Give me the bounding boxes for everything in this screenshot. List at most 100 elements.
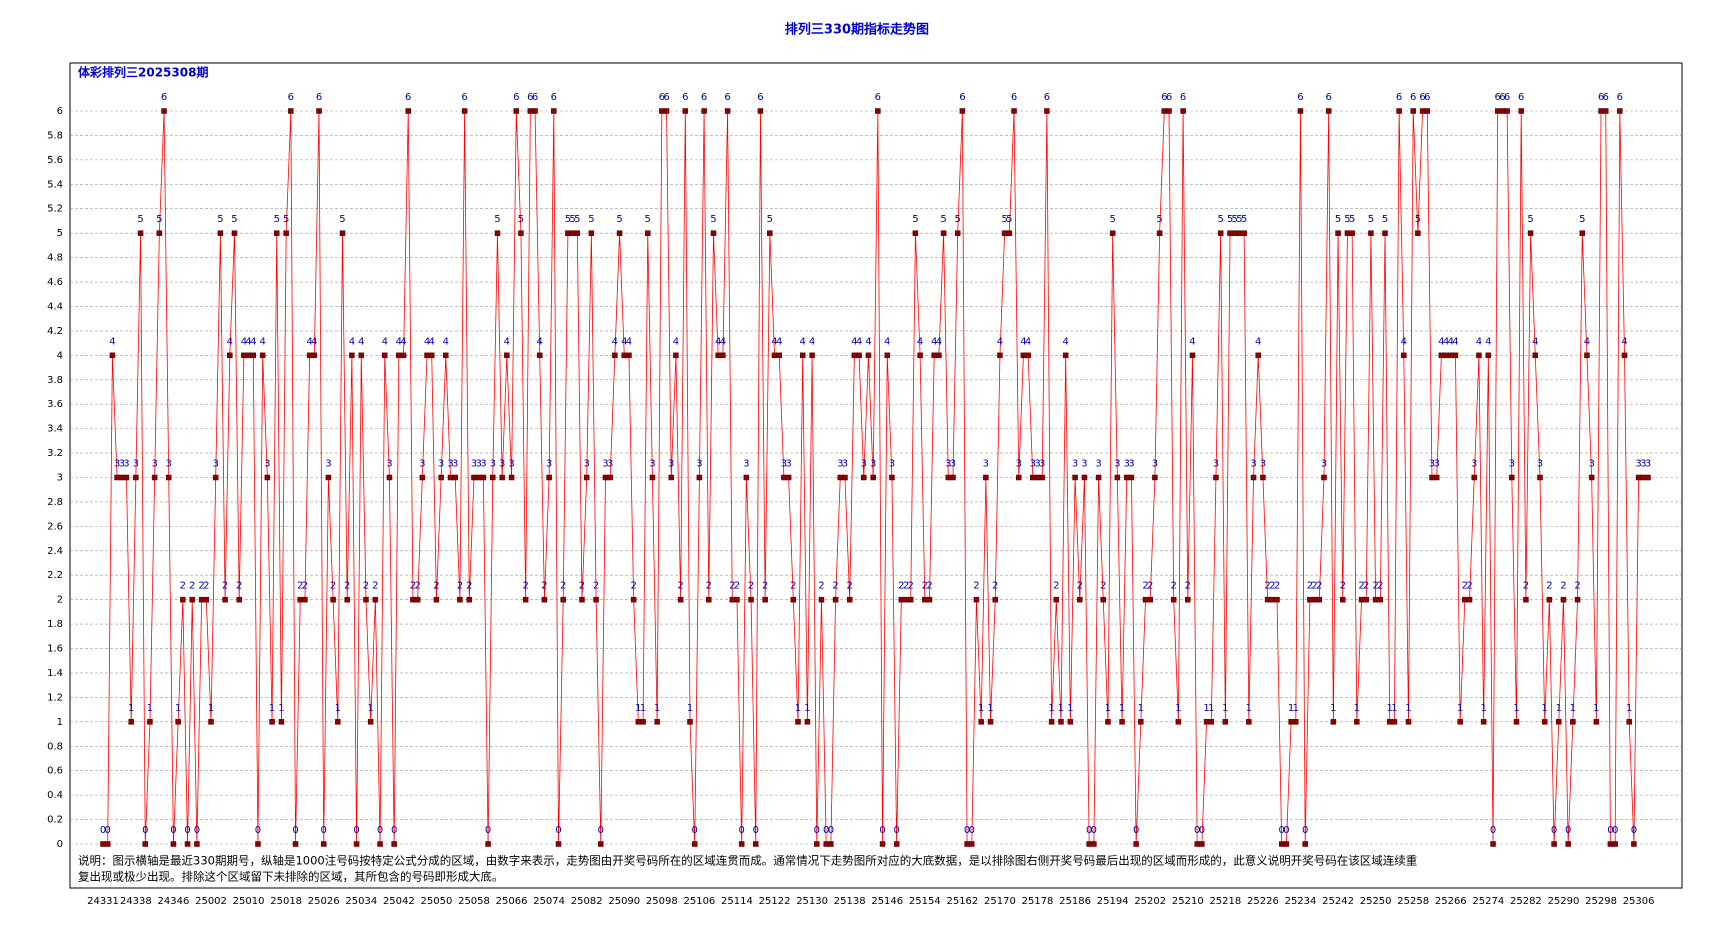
value-label: 2 bbox=[762, 581, 768, 592]
point bbox=[546, 474, 552, 481]
value-label: 5 bbox=[137, 214, 143, 225]
value-label: 2 bbox=[203, 581, 209, 592]
point bbox=[231, 230, 238, 236]
plot-frame bbox=[69, 62, 1683, 889]
point bbox=[1504, 108, 1510, 114]
value-label: 2 bbox=[1185, 581, 1191, 592]
point bbox=[1527, 230, 1534, 236]
x-tick-label: 25202 bbox=[1134, 896, 1166, 907]
value-label: 4 bbox=[771, 336, 777, 347]
point bbox=[1147, 596, 1153, 603]
value-label: 0 bbox=[1565, 825, 1571, 836]
value-label: 3 bbox=[1250, 459, 1256, 470]
point bbox=[922, 596, 928, 603]
point bbox=[1363, 596, 1369, 603]
point bbox=[959, 108, 966, 114]
point bbox=[917, 352, 923, 359]
point bbox=[1377, 596, 1384, 603]
value-label: 4 bbox=[537, 336, 543, 347]
point bbox=[1584, 352, 1590, 359]
point bbox=[490, 474, 496, 481]
value-label: 3 bbox=[114, 459, 120, 470]
value-label: 4 bbox=[1476, 336, 1482, 347]
value-label: 2 bbox=[1264, 581, 1270, 592]
value-label: 5 bbox=[1217, 214, 1223, 225]
point bbox=[1180, 108, 1186, 114]
value-label: 1 bbox=[635, 703, 641, 714]
value-label: 5 bbox=[1579, 214, 1585, 225]
point bbox=[954, 230, 961, 236]
point bbox=[936, 352, 942, 359]
point bbox=[1433, 474, 1440, 481]
value-label: 3 bbox=[213, 459, 219, 470]
value-label: 1 bbox=[269, 703, 275, 714]
value-label: 1 bbox=[1626, 703, 1632, 714]
value-label: 5 bbox=[1001, 214, 1007, 225]
value-label: 1 bbox=[278, 703, 284, 714]
point bbox=[189, 596, 195, 603]
value-label: 1 bbox=[1391, 703, 1397, 714]
point bbox=[950, 474, 956, 481]
point bbox=[710, 230, 717, 236]
point bbox=[1311, 596, 1318, 603]
value-label: 5 bbox=[274, 214, 280, 225]
point bbox=[1058, 719, 1064, 725]
point bbox=[1109, 230, 1116, 236]
value-label: 0 bbox=[969, 825, 975, 836]
x-tick-label: 25178 bbox=[1022, 896, 1054, 907]
value-label: 1 bbox=[978, 703, 984, 714]
point bbox=[1513, 719, 1520, 725]
point bbox=[104, 841, 111, 847]
point bbox=[1635, 474, 1642, 481]
point bbox=[659, 108, 665, 114]
point bbox=[499, 474, 505, 481]
point bbox=[1546, 596, 1553, 603]
point bbox=[814, 841, 820, 847]
value-label: 2 bbox=[1307, 581, 1313, 592]
point bbox=[1429, 474, 1435, 481]
point bbox=[475, 474, 482, 481]
point bbox=[1396, 108, 1402, 114]
point bbox=[320, 841, 327, 847]
x-tick-label: 25042 bbox=[383, 896, 415, 907]
point bbox=[1574, 596, 1581, 603]
x-tick-label: 25122 bbox=[759, 896, 791, 907]
point bbox=[165, 474, 172, 481]
y-tick-label: 0.6 bbox=[47, 766, 63, 777]
point bbox=[884, 352, 890, 359]
point bbox=[311, 352, 318, 359]
value-label: 0 bbox=[964, 825, 970, 836]
point bbox=[1537, 474, 1543, 481]
y-tick-label: 5.4 bbox=[47, 179, 63, 190]
point bbox=[1048, 719, 1055, 725]
point bbox=[696, 474, 703, 481]
point bbox=[1062, 352, 1069, 359]
value-label: 1 bbox=[208, 703, 214, 714]
value-label: 5 bbox=[1156, 214, 1162, 225]
point bbox=[987, 719, 994, 725]
value-label: 1 bbox=[147, 703, 153, 714]
point bbox=[1208, 719, 1215, 725]
value-label: 6 bbox=[659, 92, 665, 103]
point bbox=[1175, 719, 1182, 725]
value-label: 2 bbox=[1462, 581, 1468, 592]
point bbox=[734, 596, 740, 603]
chart-title: 排列三330期指标走势图 bbox=[785, 22, 929, 38]
value-label: 5 bbox=[217, 214, 223, 225]
point bbox=[288, 108, 294, 114]
point bbox=[274, 230, 280, 236]
point bbox=[1100, 596, 1107, 603]
point bbox=[391, 841, 397, 847]
value-label: 3 bbox=[1152, 459, 1158, 470]
point bbox=[316, 108, 322, 114]
value-label: 3 bbox=[1537, 459, 1543, 470]
point bbox=[978, 719, 984, 725]
value-label: 0 bbox=[255, 825, 261, 836]
value-label: 5 bbox=[1349, 214, 1355, 225]
point bbox=[701, 108, 707, 114]
x-tick-label: 24346 bbox=[158, 896, 190, 907]
value-label: 2 bbox=[1100, 581, 1106, 592]
x-tick-label: 25306 bbox=[1623, 896, 1655, 907]
point bbox=[644, 230, 651, 236]
value-label: 2 bbox=[579, 581, 585, 592]
